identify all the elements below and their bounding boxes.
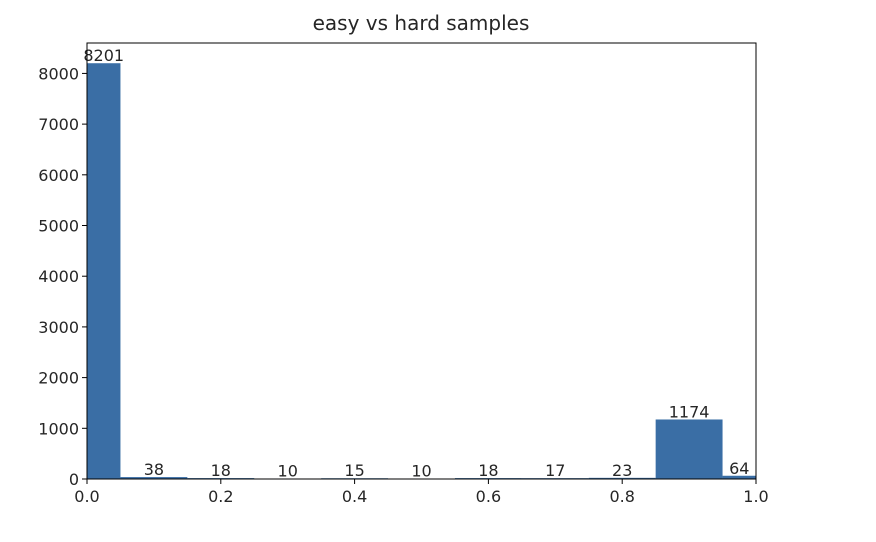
y-axis: 0 1000 2000 3000 4000 5000 6000 7000 8000 [38, 64, 87, 489]
x-tick-label: 0.0 [74, 487, 99, 506]
y-tick-label: 2000 [38, 369, 79, 388]
bar [87, 63, 121, 480]
bar-value-label: 10 [278, 461, 298, 480]
x-tick-label: 0.2 [208, 487, 233, 506]
data-labels-group: 8201 38 18 10 15 10 18 17 23 1174 64 [83, 46, 749, 480]
x-tick-label: 0.8 [609, 487, 634, 506]
x-tick-label: 0.6 [476, 487, 501, 506]
bar-value-label: 1174 [669, 402, 710, 421]
y-tick-label: 7000 [38, 115, 79, 134]
y-tick-label: 6000 [38, 166, 79, 185]
bar-value-label: 64 [729, 459, 749, 478]
bar-value-label: 38 [144, 460, 164, 479]
bar-value-label: 15 [344, 461, 364, 480]
x-axis: 0.0 0.2 0.4 0.6 0.8 1.0 [74, 479, 769, 506]
bar-value-label: 10 [411, 461, 431, 480]
bar [655, 419, 723, 479]
plot-frame [86, 42, 757, 480]
y-tick-label: 3000 [38, 318, 79, 337]
bars-group [87, 63, 756, 480]
bar [722, 475, 756, 479]
y-tick-label: 0 [69, 470, 79, 489]
chart-title: easy vs hard samples [313, 11, 530, 35]
y-tick-label: 8000 [38, 64, 79, 83]
bar-value-label: 18 [478, 461, 498, 480]
y-tick-label: 5000 [38, 217, 79, 236]
y-tick-label: 1000 [38, 419, 79, 438]
bar-value-label: 18 [211, 461, 231, 480]
x-tick-label: 0.4 [342, 487, 367, 506]
bar [120, 477, 188, 479]
bar-value-label: 17 [545, 461, 565, 480]
x-tick-label: 1.0 [743, 487, 768, 506]
bar-value-label: 23 [612, 461, 632, 480]
y-tick-label: 4000 [38, 267, 79, 286]
bar [588, 477, 656, 479]
bar-value-label: 8201 [83, 46, 124, 65]
